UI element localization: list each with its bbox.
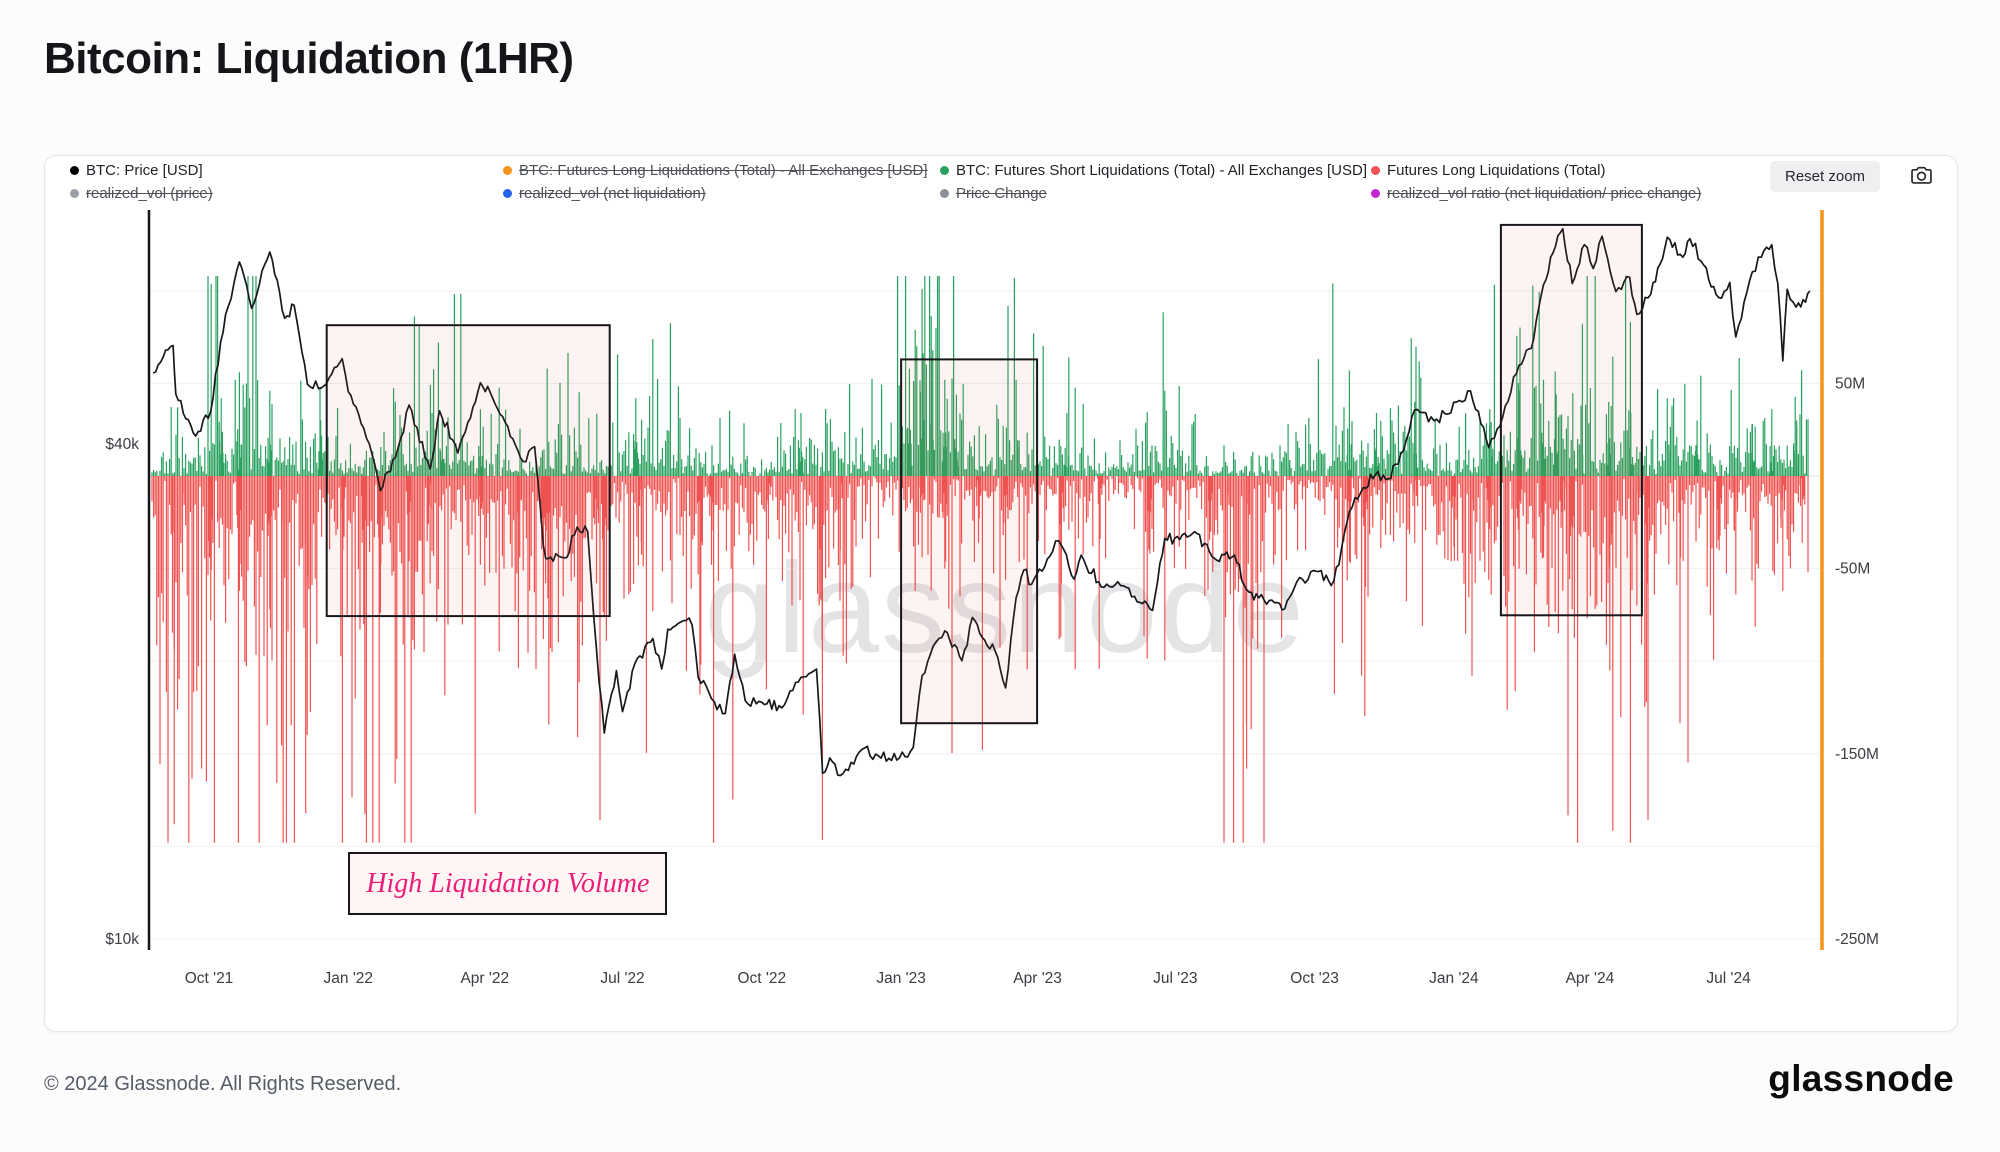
series-color-dot-icon bbox=[940, 166, 949, 175]
legend-item-label: Futures Long Liquidations (Total) bbox=[1387, 162, 1606, 179]
page-title: Bitcoin: Liquidation (1HR) bbox=[44, 34, 574, 83]
glassnode-logo: glassnode bbox=[1768, 1058, 1954, 1099]
legend-item[interactable]: Price Change bbox=[940, 183, 1371, 204]
chart-card bbox=[44, 155, 1958, 1032]
legend-item[interactable]: Futures Long Liquidations (Total) bbox=[1371, 160, 1760, 181]
legend-item[interactable]: realized_vol ratio (net liquidation/ pri… bbox=[1371, 183, 1760, 204]
series-color-dot-icon bbox=[70, 189, 79, 198]
camera-icon bbox=[1909, 163, 1934, 191]
footer-copyright: © 2024 Glassnode. All Rights Reserved. bbox=[44, 1073, 402, 1095]
reset-zoom-button[interactable]: Reset zoom bbox=[1770, 161, 1881, 192]
legend-item-label: realized_vol (net liquidation) bbox=[519, 185, 706, 202]
series-color-dot-icon bbox=[940, 189, 949, 198]
legend-item[interactable]: BTC: Futures Long Liquidations (Total) -… bbox=[503, 160, 940, 181]
legend: BTC: Price [USD] BTC: Futures Long Liquid… bbox=[70, 160, 1760, 204]
legend-item-label: BTC: Price [USD] bbox=[86, 162, 203, 179]
legend-item[interactable]: realized_vol (price) bbox=[70, 183, 503, 204]
legend-item[interactable]: realized_vol (net liquidation) bbox=[503, 183, 940, 204]
legend-item-label: realized_vol (price) bbox=[86, 185, 213, 202]
camera-button[interactable] bbox=[1903, 162, 1939, 192]
legend-item-label: Price Change bbox=[956, 185, 1047, 202]
legend-item-label: realized_vol ratio (net liquidation/ pri… bbox=[1387, 185, 1702, 202]
legend-item-label: BTC: Futures Long Liquidations (Total) -… bbox=[519, 162, 928, 179]
series-color-dot-icon bbox=[70, 166, 79, 175]
legend-item[interactable]: BTC: Price [USD] bbox=[70, 160, 503, 181]
legend-item-label: BTC: Futures Short Liquidations (Total) … bbox=[956, 162, 1368, 179]
legend-item[interactable]: BTC: Futures Short Liquidations (Total) … bbox=[940, 160, 1371, 181]
series-color-dot-icon bbox=[1371, 166, 1380, 175]
series-color-dot-icon bbox=[503, 166, 512, 175]
series-color-dot-icon bbox=[1371, 189, 1380, 198]
series-color-dot-icon bbox=[503, 189, 512, 198]
